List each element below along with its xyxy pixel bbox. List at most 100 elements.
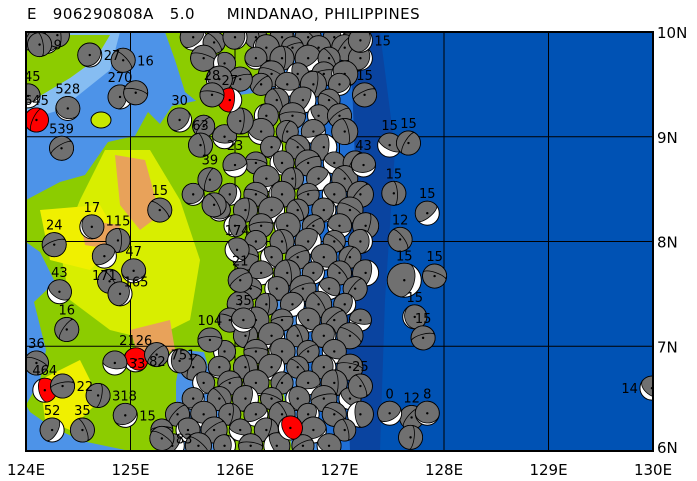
event-label: 15: [419, 187, 436, 202]
focal-mechanism[interactable]: [397, 423, 425, 451]
lat-tick-label: 9N: [657, 129, 678, 147]
focal-mechanism[interactable]: [224, 264, 257, 297]
focal-mechanism[interactable]: [23, 107, 52, 136]
event-label: 43: [355, 139, 372, 154]
focal-mechanism[interactable]: [186, 129, 217, 161]
event-label: 30: [171, 94, 188, 109]
lat-tick-label: 8N: [657, 234, 678, 252]
lon-tick-label: 129E: [529, 461, 567, 479]
event-label: 35: [74, 404, 91, 419]
focal-mechanism[interactable]: [121, 258, 147, 284]
focal-mechanism[interactable]: [419, 263, 448, 291]
focal-mechanism[interactable]: [373, 397, 403, 426]
focal-mechanism[interactable]: [78, 211, 107, 242]
focal-mechanism[interactable]: [73, 38, 105, 70]
focal-mechanism[interactable]: [344, 369, 377, 402]
focal-mechanism[interactable]: [346, 400, 374, 428]
event-label: 33: [129, 357, 146, 372]
focal-mechanism[interactable]: [308, 240, 341, 271]
event-label: 36: [28, 337, 45, 352]
event-label: 9: [54, 39, 62, 54]
event-label: 171: [92, 269, 117, 284]
focal-mechanism[interactable]: [203, 382, 236, 415]
focal-mechanism[interactable]: [198, 81, 226, 109]
event-label: 27: [104, 49, 121, 64]
event-label: 15: [381, 119, 398, 134]
focal-mechanism[interactable]: [194, 324, 223, 353]
focal-mechanism[interactable]: [402, 302, 430, 332]
focal-mechanism[interactable]: [145, 424, 176, 455]
focal-mechanism[interactable]: [167, 348, 193, 374]
focal-mechanism[interactable]: [220, 23, 248, 52]
focal-mechanism[interactable]: [414, 400, 440, 426]
focal-mechanism[interactable]: [197, 167, 226, 195]
focal-mechanism[interactable]: [45, 131, 78, 164]
focal-mechanism[interactable]: [143, 194, 176, 227]
focal-mechanism[interactable]: [240, 398, 269, 427]
focal-mechanism[interactable]: [236, 431, 264, 459]
focal-mechanism[interactable]: [53, 93, 83, 122]
event-label: 115: [106, 214, 131, 229]
focal-mechanisms: [14, 23, 653, 459]
event-label: 104: [198, 314, 223, 329]
focal-mechanism[interactable]: [52, 315, 83, 346]
event-label: 15: [406, 291, 423, 306]
focal-mechanism[interactable]: [36, 414, 65, 443]
lat-tick-label: 7N: [657, 338, 678, 356]
focal-mechanism[interactable]: [198, 188, 231, 221]
focal-mechanism[interactable]: [383, 223, 416, 256]
focal-mechanism[interactable]: [329, 114, 363, 148]
event-label: 14: [621, 382, 638, 397]
event-label: 270: [108, 71, 133, 86]
focal-mechanism[interactable]: [315, 430, 345, 458]
focal-mechanism[interactable]: [14, 82, 41, 109]
focal-mechanism[interactable]: [46, 370, 77, 401]
focal-mechanism[interactable]: [84, 381, 112, 408]
focal-mechanism[interactable]: [410, 196, 440, 226]
focal-mechanism[interactable]: [223, 213, 247, 238]
focal-mechanism[interactable]: [226, 105, 256, 135]
focal-mechanism[interactable]: [37, 228, 69, 260]
focal-mechanism[interactable]: [190, 112, 219, 141]
lat-tick-label: 10N: [657, 24, 687, 42]
focal-mechanism[interactable]: [348, 78, 381, 111]
focal-mechanism[interactable]: [213, 434, 237, 457]
focal-mechanism[interactable]: [178, 179, 207, 207]
focal-mechanism[interactable]: [46, 275, 76, 305]
focal-mechanism[interactable]: [244, 46, 268, 70]
event-label: 15: [374, 34, 391, 49]
focal-mechanism[interactable]: [406, 321, 437, 352]
focal-mechanism[interactable]: [163, 103, 194, 134]
event-label: 82: [149, 355, 166, 370]
focal-mechanism[interactable]: [332, 320, 366, 354]
focal-mechanism[interactable]: [224, 233, 254, 263]
focal-mechanism[interactable]: [141, 339, 174, 372]
focal-mechanism[interactable]: [383, 259, 422, 299]
focal-mechanism[interactable]: [381, 178, 409, 207]
event-label: 39: [202, 154, 219, 169]
focal-mechanism[interactable]: [277, 412, 307, 442]
focal-mechanism[interactable]: [187, 44, 218, 75]
focal-mechanism[interactable]: [21, 350, 49, 378]
focal-mechanism[interactable]: [350, 152, 377, 178]
focal-mechanism[interactable]: [247, 70, 277, 100]
focal-mechanism[interactable]: [121, 79, 149, 107]
focal-mechanism[interactable]: [106, 44, 139, 77]
focal-mechanism[interactable]: [26, 28, 56, 58]
focal-mechanism[interactable]: [331, 415, 360, 444]
focal-mechanism[interactable]: [344, 24, 374, 55]
focal-mechanism[interactable]: [229, 305, 258, 333]
focal-mechanism[interactable]: [67, 413, 100, 446]
focal-mechanism[interactable]: [105, 278, 133, 308]
focal-mechanism[interactable]: [102, 349, 128, 376]
event-label: 15: [151, 184, 168, 199]
event-label: 15: [426, 250, 443, 265]
event-label: 12: [392, 213, 409, 228]
event-label: 21: [232, 254, 249, 269]
focal-mechanism[interactable]: [220, 150, 248, 178]
focal-mechanism[interactable]: [394, 129, 425, 160]
focal-mechanism[interactable]: [88, 239, 118, 269]
focal-mechanism[interactable]: [109, 399, 140, 428]
